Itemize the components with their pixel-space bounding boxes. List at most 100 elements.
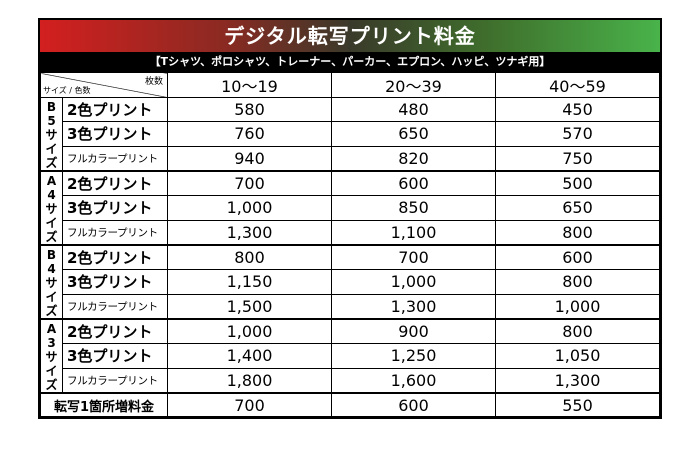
price-cell: 1,300 <box>495 367 660 394</box>
price-cell: 570 <box>495 121 660 147</box>
price-cell: 1,000 <box>167 318 332 345</box>
price-cell: 1,300 <box>167 219 332 246</box>
size-label-char: ズ <box>45 304 58 318</box>
price-table-body: B 5 サイズ 2色プリント 580 480 450 3色プリント 760 650 570 フルカラー… <box>40 96 660 394</box>
price-cell: 450 <box>495 96 660 123</box>
color-count-label: 2色プリント <box>62 318 168 345</box>
price-cell: 800 <box>495 318 660 345</box>
page-title: デジタル転写プリント料金 <box>40 20 660 52</box>
price-cell: 650 <box>495 195 660 221</box>
price-cell: 1,400 <box>167 343 332 369</box>
color-count-label: フルカラープリント <box>62 367 168 394</box>
corner-size-color-label: サイズ / 色数 <box>43 86 91 95</box>
size-label-char: サ <box>45 276 58 290</box>
size-label-char: イ <box>45 364 58 378</box>
table-row: 3色プリント 1,150 1,000 800 <box>41 269 660 295</box>
size-label-char: B <box>46 248 57 262</box>
corner-cell: 枚数 サイズ / 色数 <box>40 72 168 98</box>
color-count-label: 2色プリント <box>62 170 168 197</box>
price-cell: 900 <box>331 318 496 345</box>
table-row: B 5 サイズ 2色プリント 580 480 450 <box>40 96 660 172</box>
price-cell: 700 <box>167 392 332 417</box>
price-cell: 480 <box>331 96 496 123</box>
table-row: フルカラープリント 940 820 750 <box>41 145 660 172</box>
size-label-char: A <box>46 174 57 188</box>
column-header: 10〜19 <box>167 72 332 98</box>
color-count-label: 2色プリント <box>62 96 168 123</box>
price-cell: 1,150 <box>167 269 332 295</box>
size-label-char: イ <box>45 142 58 156</box>
size-label-char: 5 <box>47 114 56 128</box>
price-cell: 1,250 <box>331 343 496 369</box>
size-label-char: ズ <box>45 156 58 170</box>
size-label-char: 4 <box>47 188 56 202</box>
price-cell: 1,300 <box>331 293 496 320</box>
table-row: 3色プリント 760 650 570 <box>41 121 660 147</box>
size-label-char: 4 <box>47 262 56 276</box>
corner-quantity-label: 枚数 <box>144 77 163 87</box>
price-cell: 500 <box>495 170 660 197</box>
price-cell: 1,800 <box>167 367 332 394</box>
size-label-char: サ <box>45 128 58 142</box>
price-cell: 1,000 <box>495 293 660 320</box>
table-row: フルカラープリント 1,500 1,300 1,000 <box>41 293 660 320</box>
color-count-label: 2色プリント <box>62 244 168 271</box>
price-cell: 1,100 <box>331 219 496 246</box>
color-count-label: フルカラープリント <box>62 293 168 320</box>
size-label-char: イ <box>45 216 58 230</box>
table-row: A 4 サイズ 2色プリント 700 600 500 <box>40 170 660 246</box>
price-cell: 580 <box>167 96 332 123</box>
price-cell: 550 <box>495 392 660 417</box>
table-row: フルカラープリント 1,300 1,100 800 <box>41 219 660 246</box>
size-label-char: サ <box>45 202 58 216</box>
color-count-label: 3色プリント <box>62 343 168 369</box>
page-subtitle: 【Tシャツ、ポロシャツ、トレーナー、パーカー、エプロン、ハッピ、ツナギ用】 <box>40 52 660 72</box>
color-count-label: 3色プリント <box>62 195 168 221</box>
price-cell: 600 <box>495 244 660 271</box>
price-cell: 1,050 <box>495 343 660 369</box>
price-cell: 800 <box>167 244 332 271</box>
color-count-label: 3色プリント <box>62 269 168 295</box>
size-label-char: 3 <box>47 336 56 350</box>
price-cell: 800 <box>495 269 660 295</box>
footer-label: 転写1箇所増料金 <box>40 392 168 417</box>
column-header: 20〜39 <box>331 72 496 98</box>
table-row: B 4 サイズ 2色プリント 800 700 600 <box>40 244 660 320</box>
size-label-char: A <box>46 322 57 336</box>
color-count-label: フルカラープリント <box>62 219 168 246</box>
price-cell: 820 <box>331 145 496 172</box>
price-cell: 750 <box>495 145 660 172</box>
price-sheet: デジタル転写プリント料金 【Tシャツ、ポロシャツ、トレーナー、パーカー、エプロン… <box>38 18 662 419</box>
price-cell: 600 <box>331 170 496 197</box>
header-row: 枚数 サイズ / 色数 10〜19 20〜39 40〜59 <box>40 72 660 98</box>
price-cell: 700 <box>331 244 496 271</box>
price-cell: 850 <box>331 195 496 221</box>
color-count-label: 3色プリント <box>62 121 168 147</box>
price-table: 枚数 サイズ / 色数 10〜19 20〜39 40〜59 B 5 サイズ 2色プリン… <box>40 72 660 417</box>
price-cell: 800 <box>495 219 660 246</box>
size-label-char: サ <box>45 350 58 364</box>
table-row: A 3 サイズ 2色プリント 1,000 900 800 <box>40 318 660 394</box>
price-cell: 1,600 <box>331 367 496 394</box>
price-cell: 1,500 <box>167 293 332 320</box>
footer-row: 転写1箇所増料金 700 600 550 <box>40 392 660 417</box>
size-label-char: イ <box>45 290 58 304</box>
price-cell: 600 <box>331 392 496 417</box>
size-label-char: ズ <box>45 230 58 244</box>
color-count-label: フルカラープリント <box>62 145 168 172</box>
price-cell: 1,000 <box>331 269 496 295</box>
price-cell: 1,000 <box>167 195 332 221</box>
column-header: 40〜59 <box>495 72 660 98</box>
price-cell: 940 <box>167 145 332 172</box>
table-row: 3色プリント 1,000 850 650 <box>41 195 660 221</box>
table-row: 3色プリント 1,400 1,250 1,050 <box>41 343 660 369</box>
size-label-char: B <box>46 100 57 114</box>
price-cell: 760 <box>167 121 332 147</box>
table-row: フルカラープリント 1,800 1,600 1,300 <box>41 367 660 394</box>
price-cell: 700 <box>167 170 332 197</box>
size-label-char: ズ <box>45 378 58 392</box>
